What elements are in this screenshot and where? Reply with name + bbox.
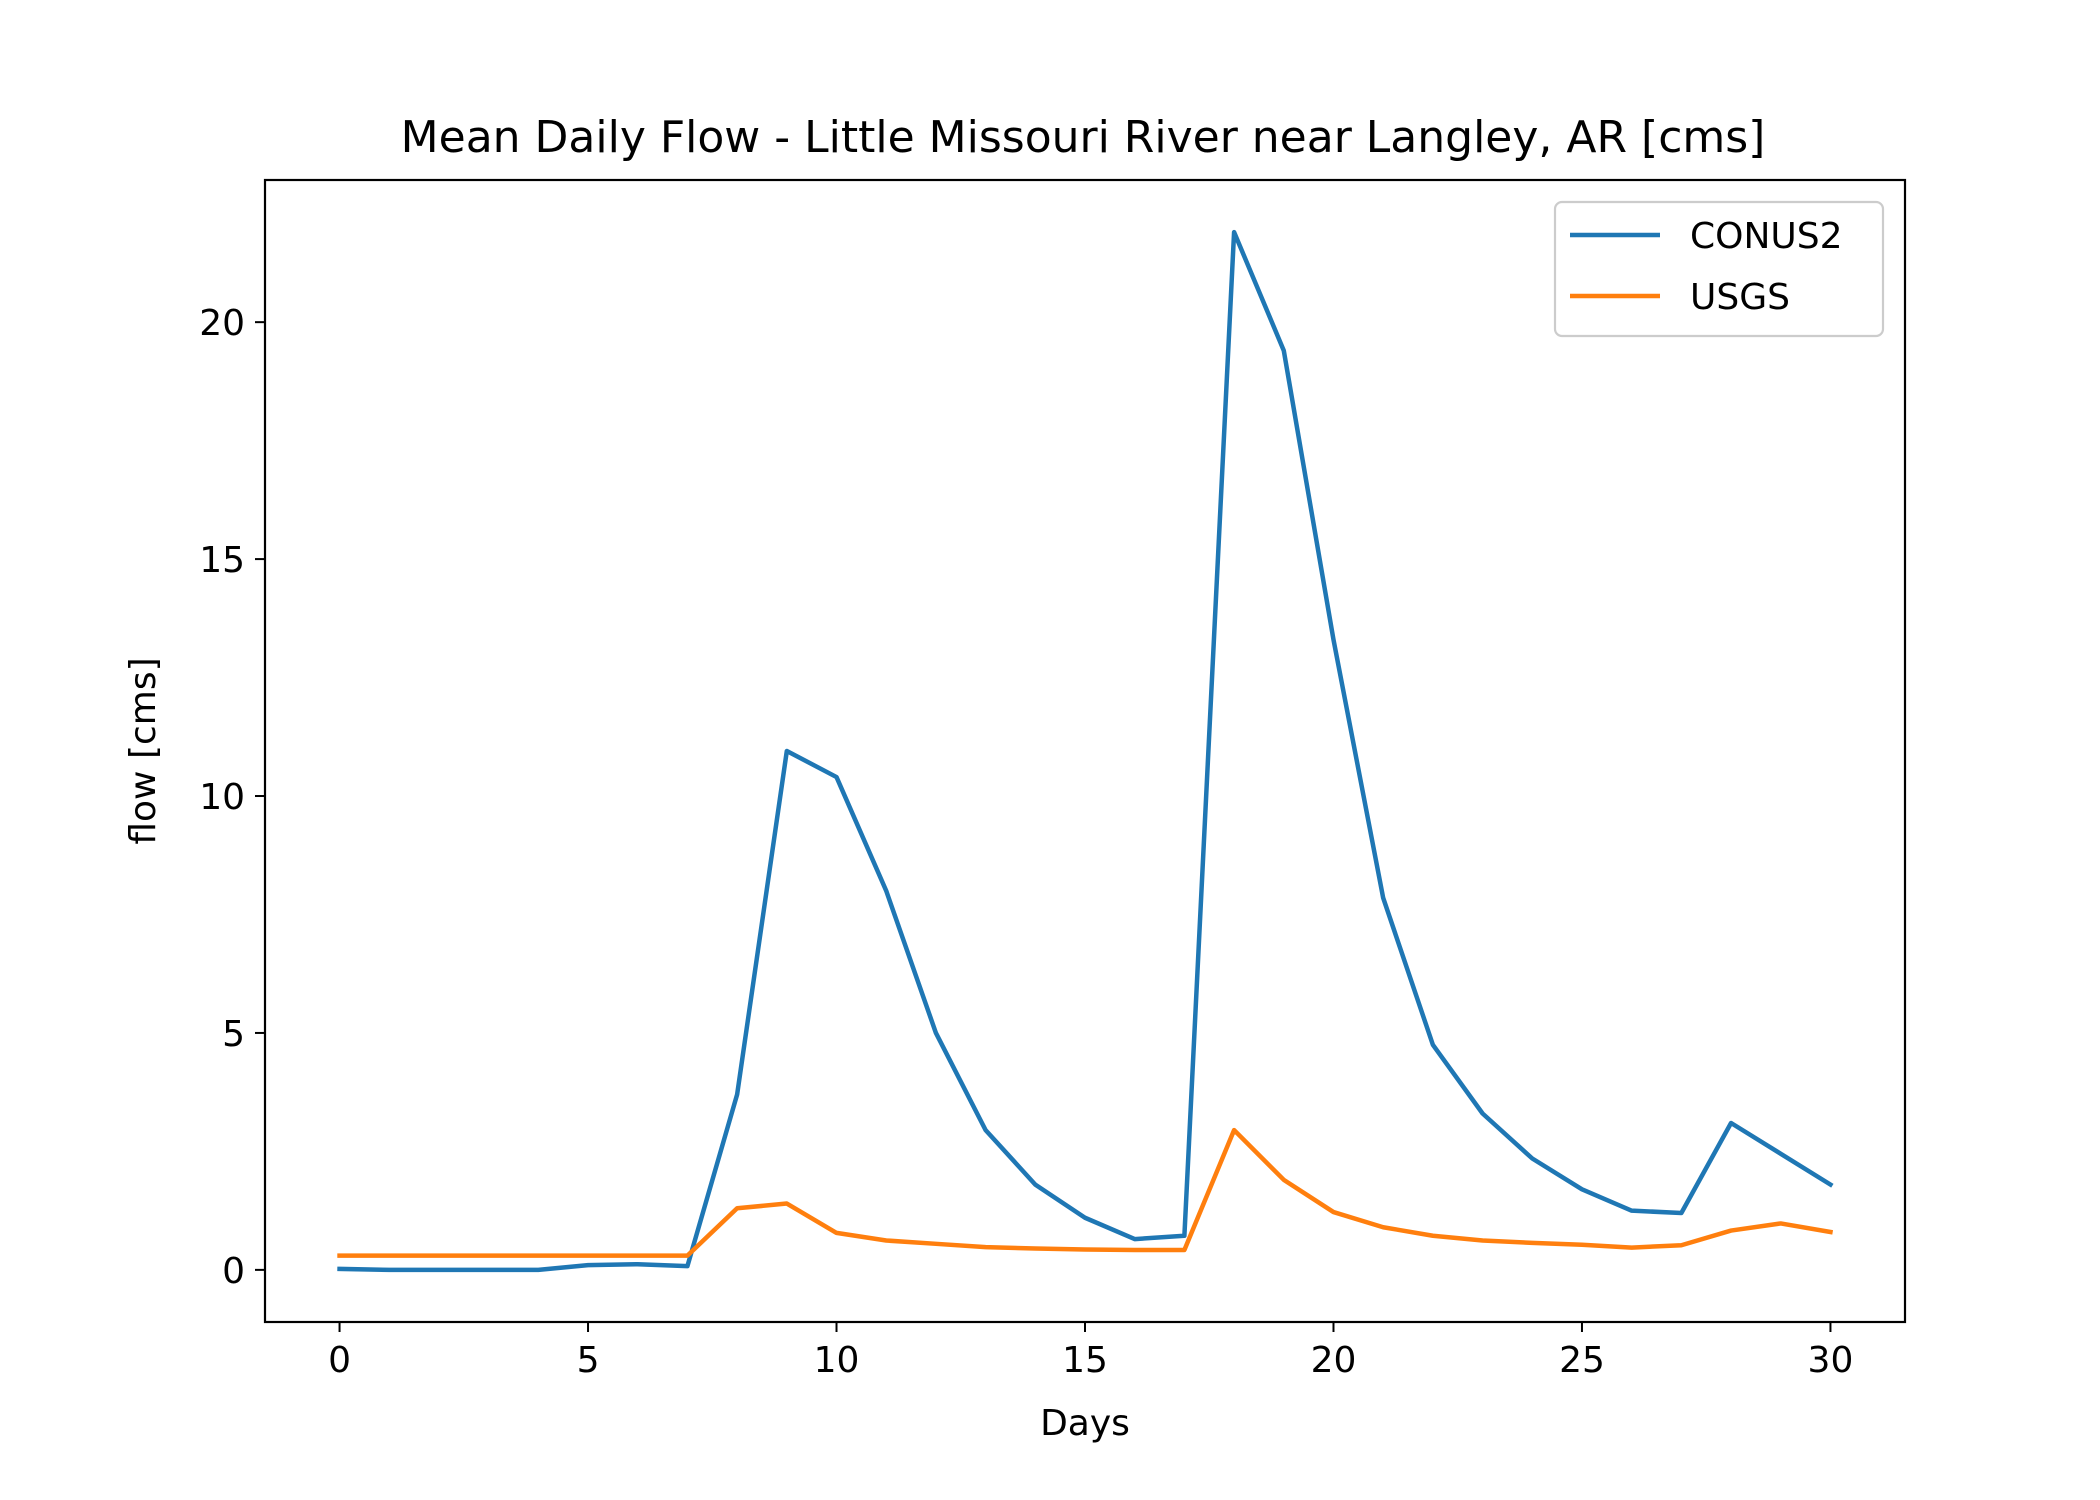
chart-title: Mean Daily Flow - Little Missouri River … (401, 112, 1766, 163)
series-line-conus2 (337, 229, 1834, 1273)
legend-label-usgs: USGS (1690, 277, 1790, 318)
x-tick-label: 15 (1062, 1340, 1108, 1381)
x-tick-label: 10 (814, 1340, 860, 1381)
series-layer (337, 229, 1834, 1273)
x-tick-label: 30 (1808, 1340, 1854, 1381)
y-axis-ticks: 0 5 10 15 20 (199, 303, 265, 1292)
series-line-usgs (337, 1127, 1834, 1258)
y-tick-label: 20 (199, 303, 245, 344)
y-axis-label: flow [cms] (123, 657, 164, 844)
x-axis-label: Days (1040, 1403, 1130, 1444)
y-tick-label: 10 (199, 777, 245, 818)
x-axis-ticks: 0 5 10 15 20 25 30 (328, 1322, 1853, 1381)
x-tick-label: 25 (1559, 1340, 1605, 1381)
legend-label-conus2: CONUS2 (1690, 216, 1843, 257)
legend: CONUS2 USGS (1553, 200, 1885, 338)
plot-area (263, 178, 1907, 1324)
y-tick-label: 0 (222, 1251, 245, 1292)
axes-background (265, 180, 1905, 1322)
x-tick-label: 20 (1311, 1340, 1357, 1381)
x-tick-label: 0 (328, 1340, 351, 1381)
x-tick-label: 5 (577, 1340, 600, 1381)
y-tick-label: 5 (222, 1014, 245, 1055)
y-tick-label: 15 (199, 540, 245, 581)
